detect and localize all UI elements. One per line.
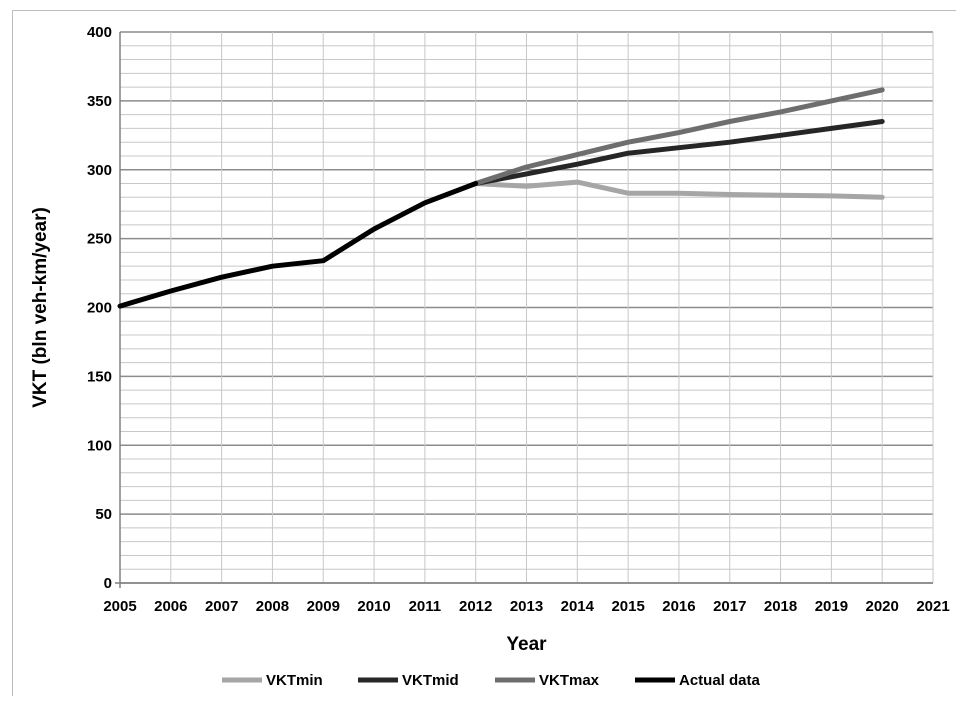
x-axis-ticks: 2005 2006 2007 2008 2009 2010 2011 2012 2013 2014… — [103, 598, 949, 615]
series-line-vktmax — [473, 87, 885, 186]
y-tick-label: 200 — [87, 300, 112, 317]
legend: VKTmin VKTmid VKTmax Actual data — [222, 672, 761, 689]
x-tick-label: 2021 — [916, 598, 949, 615]
legend-label: VKTmid — [402, 672, 459, 689]
y-tick-label: 50 — [95, 506, 112, 523]
y-tick-label: 150 — [87, 368, 112, 385]
x-tick-label: 2020 — [866, 598, 899, 615]
y-tick-label: 0 — [104, 575, 112, 592]
legend-label: VKTmin — [266, 672, 323, 689]
x-tick-label: 2017 — [713, 598, 746, 615]
x-tick-label: 2011 — [409, 598, 442, 615]
x-tick-label: 2016 — [662, 598, 695, 615]
grid — [115, 31, 934, 588]
x-tick-label: 2015 — [611, 598, 644, 615]
y-tick-label: 400 — [87, 24, 112, 41]
legend-label: Actual data — [679, 672, 761, 689]
x-tick-label: 2007 — [205, 598, 238, 615]
x-tick-label: 2010 — [357, 598, 390, 615]
x-tick-label: 2006 — [154, 598, 187, 615]
x-tick-label: 2019 — [815, 598, 848, 615]
x-tick-label: 2012 — [459, 598, 492, 615]
series-line-actual-data — [117, 181, 479, 309]
legend-label: VKTmax — [539, 672, 600, 689]
y-tick-label: 300 — [87, 162, 112, 179]
series-line-vktmid — [473, 119, 885, 186]
x-axis-title: Year — [506, 634, 547, 655]
y-tick-label: 250 — [87, 231, 112, 248]
y-tick-label: 350 — [87, 93, 112, 110]
chart-frame — [12, 10, 956, 696]
y-tick-label: 100 — [87, 437, 112, 454]
y-axis-title: VKT (bln veh-km/year) — [30, 207, 51, 408]
series-lines — [117, 87, 885, 309]
y-axis-ticks: 0 50 100 150 200 250 300 350 400 — [87, 24, 112, 592]
series-line-vktmin — [473, 179, 885, 200]
x-tick-label: 2013 — [510, 598, 543, 615]
x-tick-label: 2018 — [764, 598, 797, 615]
x-tick-label: 2009 — [307, 598, 340, 615]
x-tick-label: 2005 — [103, 598, 136, 615]
x-tick-label: 2008 — [256, 598, 289, 615]
x-tick-label: 2014 — [561, 598, 595, 615]
